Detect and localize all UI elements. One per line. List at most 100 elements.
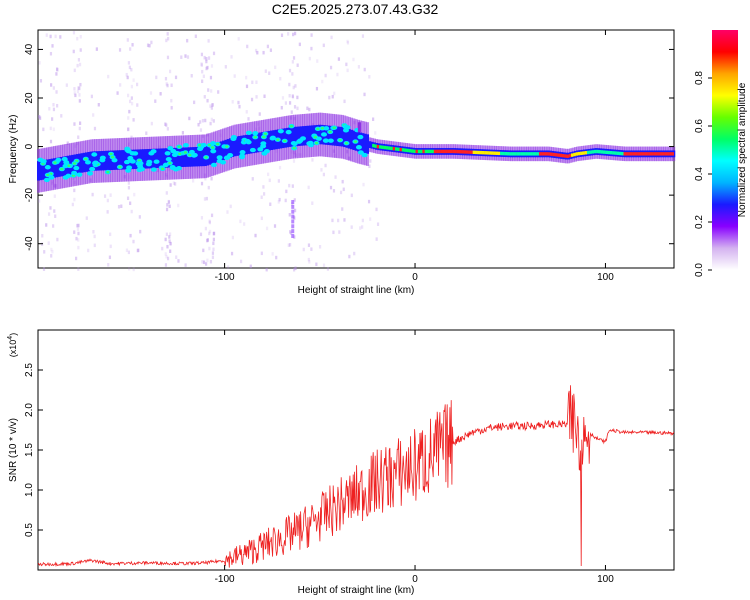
spectrogram-cell — [51, 117, 54, 121]
spectrogram-cell — [361, 218, 364, 223]
spectrogram-cell — [117, 204, 121, 209]
spectrogram-cell — [404, 148, 407, 152]
spectrogram-cell — [559, 153, 563, 158]
spectrogram-cell — [307, 185, 310, 190]
spectrogram-cell — [150, 167, 157, 172]
spectrogram-cell — [385, 146, 389, 150]
spectrogram-cell — [456, 149, 460, 154]
spectrogram-cell — [288, 82, 291, 87]
spectrogram-cell — [336, 72, 339, 77]
spectrogram-cell — [345, 62, 348, 67]
spectrogram-cell — [353, 251, 356, 256]
spectrogram-cell — [333, 91, 336, 96]
spectrogram-cell — [119, 150, 123, 170]
spectrogram-cell — [338, 126, 342, 147]
spectrogram-cell — [161, 167, 165, 171]
spectrogram-cell — [623, 152, 626, 156]
spectrogram-cell — [93, 243, 96, 248]
spectrogram-cell — [296, 63, 299, 67]
spectrogram-cell — [55, 90, 58, 94]
spectrogram-cell — [362, 182, 365, 187]
spectrogram-cell — [372, 143, 375, 148]
spectrogram-cell — [525, 152, 528, 156]
spectrogram-cell — [60, 114, 63, 118]
spectrogram-cell — [79, 48, 82, 52]
spectrogram-cell — [297, 138, 304, 143]
spectrogram-cell — [37, 161, 40, 181]
spectrogram-cell — [185, 147, 189, 167]
spectrogram-cell — [146, 43, 150, 48]
spectrogram-cell — [184, 263, 187, 267]
spectrogram-cell — [343, 218, 346, 222]
spectrogram-cell — [269, 202, 272, 207]
spectrogram-cell — [279, 129, 283, 149]
spectrogram-cell — [209, 141, 216, 146]
spectrogram-cell — [346, 41, 350, 45]
spectrogram-cell — [43, 177, 50, 183]
spectrogram-cell — [342, 187, 345, 192]
spectrogram-cell — [281, 96, 285, 100]
spectrogram-cell — [148, 151, 155, 156]
spectrogram-cell — [431, 149, 435, 154]
spectrogram-cell — [308, 125, 312, 145]
spectrogram-cell — [246, 44, 249, 49]
spectrogram-cell — [73, 122, 76, 126]
spectrogram-cell — [197, 146, 204, 152]
spectrogram-cell — [294, 31, 297, 36]
spectrogram-cell — [205, 57, 208, 61]
spectrogram-cell — [339, 190, 343, 195]
spectrogram-cell — [338, 230, 341, 234]
spectrogram-band — [37, 112, 676, 193]
spectrogram-cell — [452, 149, 455, 154]
spectrogram-cell — [131, 43, 134, 47]
spectrogram-cell — [310, 46, 313, 51]
spectrogram-cell — [433, 149, 437, 154]
spectrogram-cell — [78, 99, 81, 103]
spectrogram-cell — [168, 204, 171, 209]
spectrogram-cell — [265, 267, 268, 272]
spectrogram-x-label: Height of straight line (km) — [298, 285, 415, 296]
spectrogram-cell — [291, 209, 295, 214]
spectrogram-cell — [278, 165, 282, 170]
spectrogram-cell — [169, 241, 172, 246]
spectrogram-cell — [368, 141, 372, 149]
spectrogram-cell — [125, 248, 129, 253]
spectrogram-cell — [504, 151, 508, 156]
spectrogram-cell — [49, 206, 52, 210]
spectrogram-cell — [129, 233, 132, 238]
spectrogram-cell — [45, 223, 48, 227]
spectrogram-cell — [205, 66, 208, 71]
spectrogram-cell — [363, 92, 366, 97]
spectrogram-cell — [127, 185, 131, 190]
spectrogram-cell — [38, 199, 41, 203]
spectrogram-cell — [92, 113, 95, 117]
spectrogram-cell — [201, 79, 204, 84]
spectrogram-cell — [249, 134, 253, 154]
spectrogram-cell — [224, 65, 227, 69]
spectrogram-cell — [192, 179, 195, 183]
spectrogram-cell — [92, 160, 99, 165]
spectrogram-cell — [271, 252, 274, 256]
spectrogram-cell — [127, 250, 131, 255]
spectrogram-cell — [96, 151, 100, 171]
spectrogram-cell — [49, 126, 52, 131]
spectrogram-cell — [332, 230, 335, 235]
spectrogram-cell — [149, 91, 153, 95]
spectrogram-cell — [76, 89, 80, 94]
spectrogram-cell — [239, 153, 246, 159]
spectrogram-cell — [293, 105, 297, 109]
spectrogram-cell — [329, 125, 333, 146]
spectrogram-cell — [184, 54, 187, 58]
spectrogram-cell — [415, 149, 419, 154]
spectrogram-cell — [130, 135, 133, 140]
spectrogram-cell — [445, 149, 448, 154]
spectrogram-x-tick-label: 100 — [597, 272, 614, 283]
spectrogram-cell — [357, 65, 360, 69]
spectrogram-cell — [252, 131, 259, 136]
spectrogram-cell — [293, 198, 296, 202]
spectrogram-cell — [288, 183, 291, 188]
spectrogram-cell — [479, 150, 483, 155]
spectrogram-cell — [267, 130, 271, 151]
spectrogram-cell — [171, 147, 175, 168]
spectrogram-cell — [288, 94, 291, 98]
